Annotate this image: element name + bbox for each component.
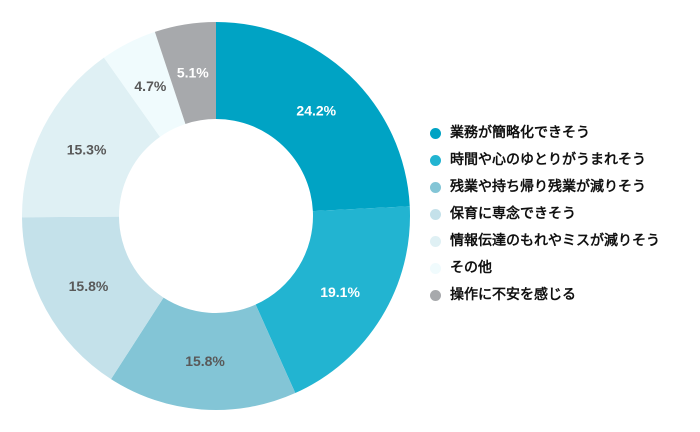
legend-label: その他 [450, 260, 492, 276]
donut-segment [22, 216, 164, 380]
donut-segment [103, 31, 186, 137]
donut-segment [111, 297, 296, 410]
legend-label: 時間や心のゆとりがうまれそう [450, 152, 646, 168]
donut-labels: 24.2% 19.1% 15.8% 15.8% 15.3% 4.7% 5.1% [67, 64, 361, 369]
donut-segment [255, 206, 410, 394]
legend-dot-icon [430, 182, 441, 193]
legend-dot-icon [430, 209, 441, 220]
legend-dot-icon [430, 290, 441, 301]
donut-segment [21, 57, 160, 218]
legend-dot-icon [430, 155, 441, 166]
legend-item: 情報伝達のもれやミスが減りそう [430, 232, 700, 251]
segment-value-label: 15.3% [67, 142, 107, 158]
segment-value-label: 5.1% [177, 64, 209, 80]
segment-value-label: 4.7% [134, 78, 166, 94]
segment-value-label: 24.2% [296, 103, 336, 119]
legend-item: 操作に不安を感じる [430, 286, 700, 305]
legend-item: 時間や心のゆとりがうまれそう [430, 151, 700, 170]
legend-dot-icon [430, 236, 441, 247]
legend-item: 残業や持ち帰り残業が減りそう [430, 178, 700, 197]
segment-value-label: 19.1% [320, 284, 360, 300]
legend-label: 情報伝達のもれやミスが減りそう [450, 233, 660, 249]
donut-segment [154, 22, 216, 124]
legend-label: 残業や持ち帰り残業が減りそう [450, 179, 646, 195]
legend-item: 業務が簡略化できそう [430, 124, 700, 143]
legend-label: 業務が簡略化できそう [450, 125, 590, 141]
donut-segments [21, 22, 410, 410]
legend-item: その他 [430, 259, 700, 278]
segment-value-label: 15.8% [185, 353, 225, 369]
legend-label: 保育に専念できそう [450, 206, 576, 222]
legend-label: 操作に不安を感じる [450, 287, 576, 303]
segment-value-label: 15.8% [69, 278, 109, 294]
donut-segment [216, 22, 410, 212]
legend: 業務が簡略化できそう 時間や心のゆとりがうまれそう 残業や持ち帰り残業が減りそう… [430, 124, 700, 313]
donut-chart: 24.2% 19.1% 15.8% 15.8% 15.3% 4.7% 5.1% [21, 22, 410, 410]
legend-dot-icon [430, 128, 441, 139]
legend-dot-icon [430, 263, 441, 274]
legend-item: 保育に専念できそう [430, 205, 700, 224]
